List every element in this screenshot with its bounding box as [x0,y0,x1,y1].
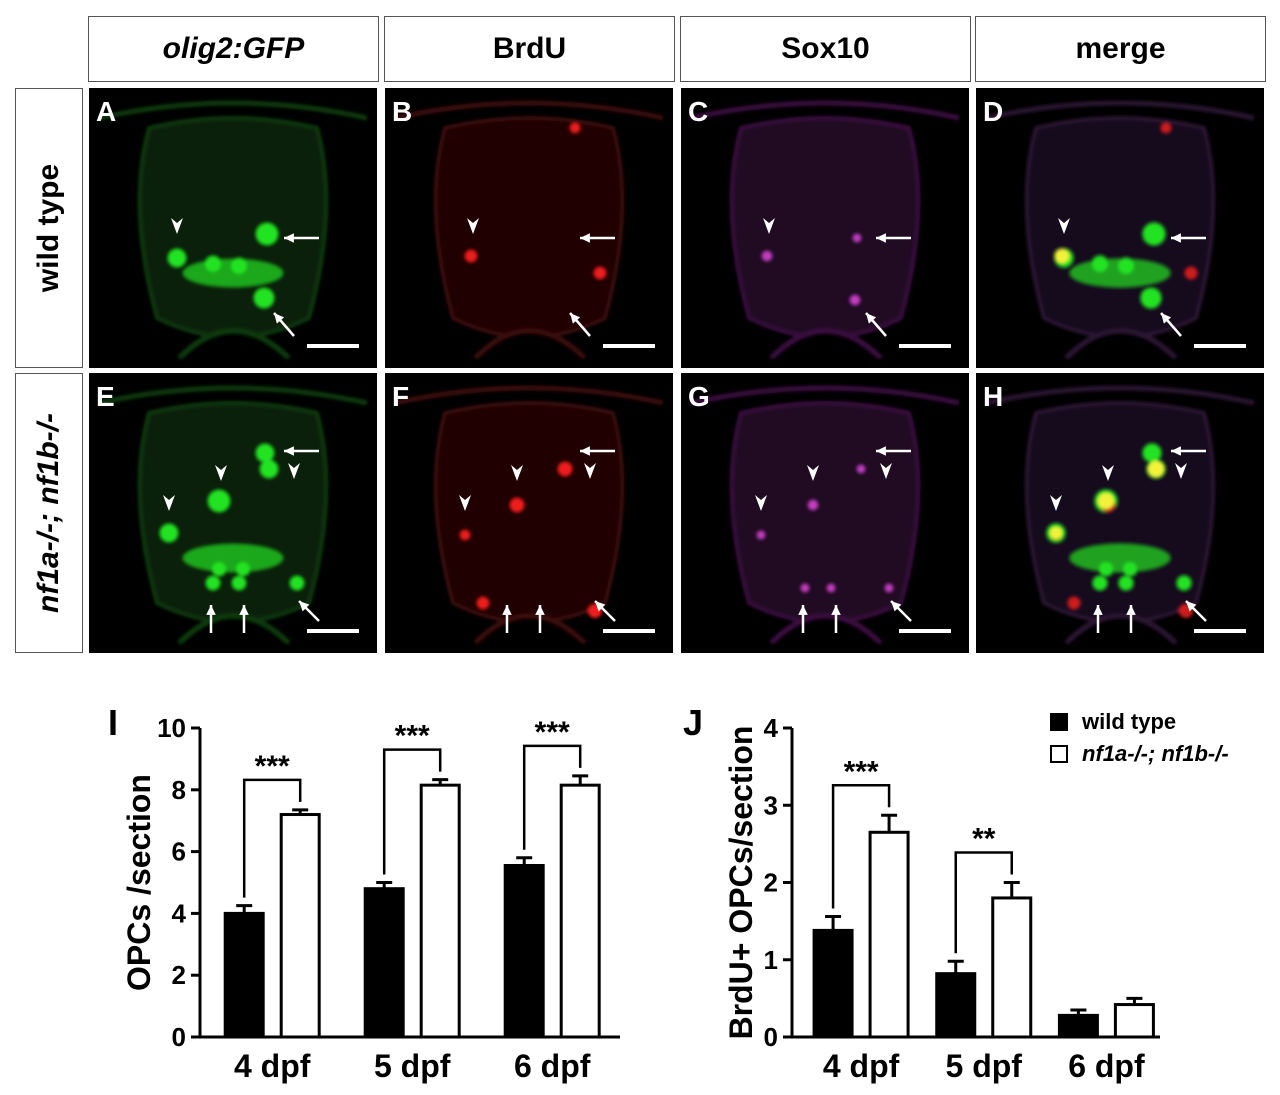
scale-bar [603,344,655,348]
panel-letter-d: D [983,96,1004,127]
panel-letter-f: F [392,381,410,412]
y-tick-label: 2 [172,960,186,990]
y-tick-label: 0 [764,1022,778,1052]
bar-chart-brdu-opcs: 0 1 2 3 4 BrdU+ OPCs/section 4 dpf *** 5 dpf ** 6 … [640,690,1280,1095]
bar-wild-type [363,887,405,1039]
y-tick-label: 2 [764,868,778,898]
row-header-mutant: nf1a-/-; nf1b-/- [15,373,83,653]
bar-mutant [1113,1003,1155,1039]
significance-bracket [382,748,442,875]
panel-letter-g: G [688,381,710,412]
legend-label-wild-type: wild type [1082,709,1177,734]
scale-bar [307,629,359,633]
y-tick-label: 8 [172,775,186,805]
significance-bracket [242,778,302,898]
micrograph-panel-a: A [89,88,377,368]
significance-label: ** [972,823,996,856]
micrograph-panel-d: D [976,88,1264,368]
column-header-olig2: olig2:GFP [88,16,379,82]
significance-bracket [954,851,1013,954]
scale-bar [307,344,359,348]
legend-item-mutant: nf1a-/-; nf1b-/- [1050,738,1229,770]
scale-bar [603,629,655,633]
panel-letter-e: E [96,381,115,412]
chart-letter-i: I [108,702,119,743]
scale-bar [899,344,951,348]
x-category-label: 4 dpf [234,1048,311,1084]
scale-bar [1194,344,1246,348]
chart-svg-0: 0 2 4 6 8 10 OPCs /section 4 dpf *** 5 dpf *** 6 dp… [121,713,620,1084]
y-tick-label: 0 [172,1022,186,1052]
significance-label: *** [395,720,430,753]
panel-letter-c: C [688,96,709,127]
scale-bar [899,629,951,633]
bar-wild-type [503,864,545,1039]
chart-legend: wild type nf1a-/-; nf1b-/- [1050,706,1229,770]
scale-bar [1194,629,1246,633]
y-axis-label: BrdU+ OPCs/section [723,726,759,1040]
micrograph-panel-f: F [385,373,673,653]
bar-chart-opcs: 0 2 4 6 8 10 OPCs /section 4 dpf *** 5 dpf *** 6 dp… [0,690,640,1095]
bar-mutant [279,813,321,1039]
x-category-label: 4 dpf [823,1048,900,1084]
panel-letter-h: H [983,381,1004,412]
row-header-wild-type: wild type [15,88,83,368]
x-category-label: 6 dpf [514,1048,591,1084]
bar-mutant [991,896,1033,1039]
legend-swatch-filled [1050,713,1068,731]
column-header-merge: merge [975,16,1266,82]
y-tick-label: 4 [172,898,187,928]
significance-label: *** [255,750,290,783]
micrograph-panel-g: G [681,373,969,653]
micrograph-panel-e: E [89,373,377,653]
legend-item-wild-type: wild type [1050,706,1229,738]
bar-mutant [559,783,601,1039]
significance-bracket [831,784,891,909]
bar-wild-type [935,972,977,1039]
legend-swatch-open [1050,745,1068,763]
micrograph-panel-h: H [976,373,1264,653]
panel-letter-b: B [392,96,413,127]
y-tick-label: 4 [764,713,779,743]
chart-letter-j: J [683,702,704,743]
y-tick-label: 10 [157,713,186,743]
significance-label: *** [535,716,570,749]
bar-mutant [868,830,910,1039]
bar-wild-type [223,911,265,1039]
x-category-label: 5 dpf [946,1048,1023,1084]
bar-wild-type [812,928,854,1039]
x-category-label: 5 dpf [374,1048,451,1084]
column-header-sox10: Sox10 [680,16,971,82]
bar-wild-type [1057,1013,1099,1039]
y-tick-label: 6 [172,837,186,867]
micrograph-panel-c: C [681,88,969,368]
legend-label-mutant: nf1a-/-; nf1b-/- [1082,741,1229,766]
x-category-label: 6 dpf [1068,1048,1145,1084]
y-axis-label: OPCs /section [121,774,157,991]
micrograph-panel-b: B [385,88,673,368]
y-tick-label: 3 [764,790,778,820]
column-header-brdu: BrdU [384,16,675,82]
y-tick-label: 1 [764,945,778,975]
row-header-mutant-label: nf1a-/-; nf1b-/- [32,413,65,613]
panel-letter-a: A [96,96,117,127]
significance-bracket [522,744,582,850]
significance-label: *** [844,755,879,788]
bar-mutant [419,783,461,1039]
row-header-wild-type-label: wild type [32,163,65,293]
